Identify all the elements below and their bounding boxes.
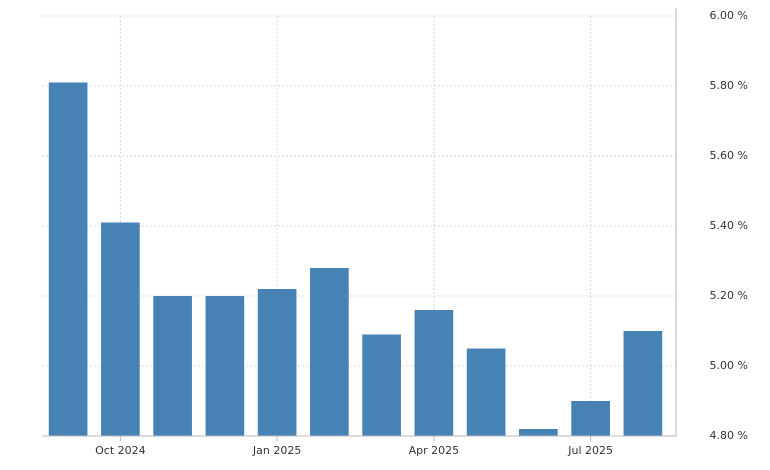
bar bbox=[257, 289, 297, 436]
bar bbox=[310, 268, 349, 436]
x-tick-label: Apr 2025 bbox=[409, 444, 460, 457]
bar bbox=[571, 401, 610, 436]
x-tick-label: Jan 2025 bbox=[252, 444, 301, 457]
y-tick-label: 6.00 % bbox=[710, 9, 748, 22]
y-tick-label: 5.40 % bbox=[710, 219, 748, 232]
bar bbox=[466, 348, 506, 436]
y-tick-label: 5.80 % bbox=[710, 79, 748, 92]
x-tick-label: Oct 2024 bbox=[95, 444, 146, 457]
y-tick-label: 4.80 % bbox=[710, 429, 748, 442]
bar bbox=[362, 334, 401, 436]
y-tick-label: 5.00 % bbox=[710, 359, 748, 372]
bar bbox=[519, 429, 558, 436]
bar bbox=[153, 296, 192, 436]
y-tick-label: 5.60 % bbox=[710, 149, 748, 162]
x-tick-label: Jul 2025 bbox=[567, 444, 613, 457]
bar bbox=[101, 222, 140, 436]
bar bbox=[48, 82, 88, 436]
bar bbox=[205, 296, 245, 436]
bar bbox=[414, 310, 454, 436]
bar bbox=[623, 331, 663, 436]
y-tick-label: 5.20 % bbox=[710, 289, 748, 302]
